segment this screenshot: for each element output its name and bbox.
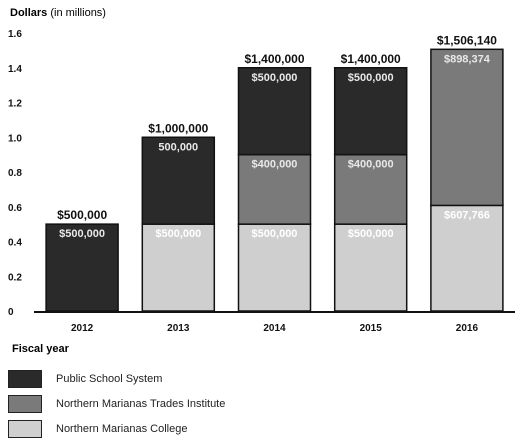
segment-value-label: $400,000 <box>348 159 394 171</box>
legend-swatch <box>8 370 42 388</box>
legend: Public School System Northern Marianas T… <box>8 368 225 443</box>
segment-value-label: $400,000 <box>252 159 298 171</box>
legend-label: Public School System <box>56 373 163 385</box>
x-tick-label: 2015 <box>360 323 383 334</box>
legend-label: Northern Marianas Trades Institute <box>56 398 226 410</box>
bar-total-label: $1,506,140 <box>437 33 497 47</box>
bar-total-label: $1,400,000 <box>341 52 401 66</box>
segment-value-label: $898,374 <box>444 53 491 65</box>
bar-total-label: $1,400,000 <box>244 52 304 66</box>
y-tick-label: 0.4 <box>8 238 22 249</box>
bar-segment <box>430 48 504 207</box>
x-tick-label: 2016 <box>456 323 479 334</box>
x-axis-ticks: 2012 2013 2014 2015 2016 <box>71 323 478 334</box>
legend-label: Northern Marianas College <box>56 423 188 435</box>
y-axis-label: Dollars (in millions) <box>10 7 106 19</box>
x-tick-label: 2014 <box>263 323 286 334</box>
y-tick-label: 1.0 <box>8 133 22 144</box>
segment-value-label: $500,000 <box>59 228 105 240</box>
bar-segment <box>141 136 216 225</box>
segment-value-label: $607,766 <box>444 209 490 221</box>
segment-value-label: $500,000 <box>155 228 201 240</box>
segment-value-label: $500,000 <box>348 228 394 240</box>
segment-value-label: $500,000 <box>252 72 298 84</box>
legend-item-public-school-system: Public School System <box>8 368 225 390</box>
y-axis-ticks: 0 0.2 0.4 0.6 0.8 1.0 1.2 1.4 1.6 <box>8 29 22 318</box>
y-tick-label: 1.4 <box>8 64 22 75</box>
bar-segment <box>141 223 216 312</box>
legend-item-marianas-college: Northern Marianas College <box>8 418 225 440</box>
x-tick-label: 2013 <box>167 323 190 334</box>
y-tick-label: 0 <box>8 307 14 318</box>
bar-segment <box>237 153 312 225</box>
legend-swatch <box>8 420 42 438</box>
y-tick-label: 0.6 <box>8 203 22 214</box>
bar-segment <box>237 67 312 156</box>
stacked-bar-chart: Dollars (in millions) 0 0.2 0.4 0.6 0.8 1.0 1.… <box>8 7 515 355</box>
y-tick-label: 1.6 <box>8 29 22 40</box>
bar-total-label: $500,000 <box>57 208 107 222</box>
x-tick-label: 2012 <box>71 323 94 334</box>
segment-value-label: 500,000 <box>158 141 198 153</box>
bar-total-label: $1,000,000 <box>148 121 208 135</box>
legend-item-trades-institute: Northern Marianas Trades Institute <box>8 393 225 415</box>
y-tick-label: 0.2 <box>8 272 22 283</box>
segment-value-label: $500,000 <box>252 228 298 240</box>
bar-segment <box>237 223 312 312</box>
legend-swatch <box>8 395 42 413</box>
bar-segment <box>333 153 408 225</box>
bars: $500,000 $500,000 $500,000 500,000 $1,000,00… <box>45 33 504 312</box>
bar-segment <box>45 223 119 312</box>
bar-segment <box>430 204 504 312</box>
y-tick-label: 1.2 <box>8 99 22 110</box>
segment-value-label: $500,000 <box>348 72 394 84</box>
bar-segment <box>333 67 408 156</box>
y-tick-label: 0.8 <box>8 168 22 179</box>
x-axis-label: Fiscal year <box>12 343 70 355</box>
